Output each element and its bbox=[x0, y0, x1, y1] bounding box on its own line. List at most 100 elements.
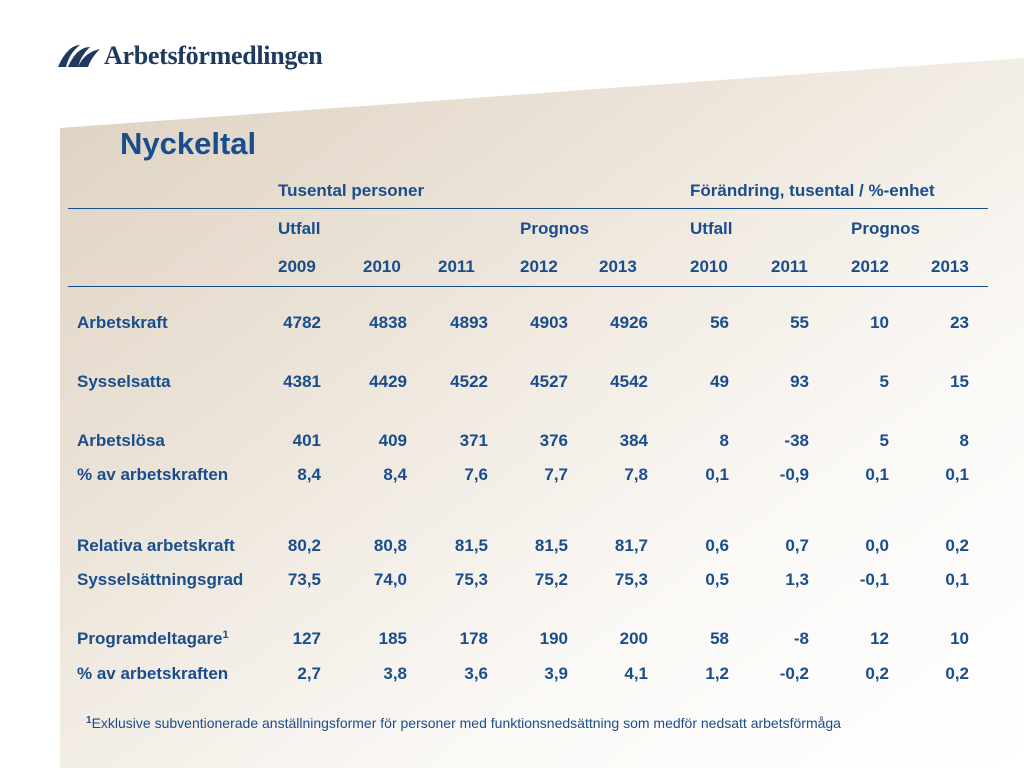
header-year: 2012 bbox=[851, 257, 889, 276]
table-cell: 3,9 bbox=[544, 664, 568, 683]
header-group-forandring: Förändring, tusental / %-enhet bbox=[690, 181, 935, 200]
row-label-text: Sysselsatta bbox=[77, 372, 171, 391]
header-year: 2011 bbox=[438, 257, 475, 276]
table-cell: 5 bbox=[879, 431, 889, 450]
table-cell: 4527 bbox=[530, 372, 568, 391]
table-cell: 127 bbox=[292, 629, 321, 648]
table-cell: 75,3 bbox=[614, 570, 648, 589]
table-cell: 8,4 bbox=[383, 465, 407, 484]
table-cell: 58 bbox=[710, 629, 729, 648]
table-cell: 3,6 bbox=[464, 664, 488, 683]
header-year: 2013 bbox=[931, 257, 969, 276]
row-label-text: % av arbetskraften bbox=[77, 664, 229, 683]
header-year: 2009 bbox=[278, 257, 316, 276]
row-label: Sysselsättningsgrad bbox=[77, 570, 243, 590]
row-label-text: Relativa arbetskraft bbox=[77, 536, 235, 555]
table-cell: 4893 bbox=[450, 313, 488, 332]
row-label: Sysselsatta bbox=[77, 372, 171, 392]
header-utfall-change: Utfall bbox=[690, 219, 733, 238]
table-cell: 200 bbox=[619, 629, 648, 648]
table-cell: 0,1 bbox=[945, 570, 969, 589]
table-cell: 4429 bbox=[369, 372, 407, 391]
header-year: 2013 bbox=[599, 257, 637, 276]
header-year: 2011 bbox=[771, 257, 808, 276]
table-cell: 0,6 bbox=[705, 536, 729, 555]
table-cell: 376 bbox=[539, 431, 568, 450]
header-year: 2010 bbox=[690, 257, 728, 276]
table-cell: 73,5 bbox=[287, 570, 321, 589]
row-label: % av arbetskraften bbox=[77, 465, 228, 485]
logo: Arbetsförmedlingen bbox=[58, 36, 323, 76]
table-cell: 8 bbox=[959, 431, 969, 450]
table-cell: 1,3 bbox=[785, 570, 809, 589]
table-cell: 185 bbox=[378, 629, 407, 648]
table-cell: -0,1 bbox=[859, 570, 889, 589]
table-cell: 74,0 bbox=[373, 570, 407, 589]
header-year: 2010 bbox=[363, 257, 401, 276]
footnote-ref: 1 bbox=[222, 629, 229, 641]
table-cell: 80,2 bbox=[287, 536, 321, 555]
table-cell: 0,1 bbox=[705, 465, 729, 484]
row-label-text: Arbetskraft bbox=[77, 313, 168, 332]
table-cell: 4838 bbox=[369, 313, 407, 332]
table-cell: 0,2 bbox=[865, 664, 889, 683]
table-cell: 23 bbox=[950, 313, 969, 332]
table-cell: 80,8 bbox=[373, 536, 407, 555]
table-cell: 7,6 bbox=[464, 465, 488, 484]
row-label: Relativa arbetskraft bbox=[77, 536, 235, 556]
footnote: 1Exklusive subventionerade anställningsf… bbox=[86, 715, 841, 731]
table-cell: 81,7 bbox=[614, 536, 648, 555]
table-cell: -0,9 bbox=[779, 465, 809, 484]
header-group-tusental: Tusental personer bbox=[278, 181, 425, 200]
table-cell: 384 bbox=[619, 431, 648, 450]
table-cell: 75,2 bbox=[534, 570, 568, 589]
table-cell: 0,5 bbox=[705, 570, 729, 589]
table-cell: 8,4 bbox=[297, 465, 321, 484]
row-label-text: % av arbetskraften bbox=[77, 465, 229, 484]
table-cell: 8 bbox=[719, 431, 729, 450]
table-cell: 4903 bbox=[530, 313, 568, 332]
table-cell: 56 bbox=[710, 313, 729, 332]
table-cell: 7,8 bbox=[624, 465, 648, 484]
row-label-text: Programdeltagare bbox=[77, 629, 223, 648]
table-cell: 4926 bbox=[610, 313, 648, 332]
table-cell: 4522 bbox=[450, 372, 488, 391]
table-rule-top bbox=[68, 208, 988, 209]
table-cell: 75,3 bbox=[454, 570, 488, 589]
table-cell: 0,0 bbox=[865, 536, 889, 555]
table-cell: 4381 bbox=[283, 372, 321, 391]
table-cell: 10 bbox=[870, 313, 889, 332]
row-label: Arbetskraft bbox=[77, 313, 168, 333]
table-cell: 190 bbox=[539, 629, 568, 648]
table-cell: 371 bbox=[459, 431, 488, 450]
table-cell: 4,1 bbox=[624, 664, 648, 683]
header-prognos-change: Prognos bbox=[851, 219, 920, 238]
table-cell: 0,2 bbox=[945, 664, 969, 683]
table-cell: 0,2 bbox=[945, 536, 969, 555]
table-cell: 81,5 bbox=[534, 536, 568, 555]
table-cell: -38 bbox=[784, 431, 809, 450]
table-cell: 4782 bbox=[283, 313, 321, 332]
table-cell: 409 bbox=[378, 431, 407, 450]
footnote-mark: 1 bbox=[86, 715, 92, 726]
table-cell: 1,2 bbox=[705, 664, 729, 683]
row-label: Programdeltagare1 bbox=[77, 629, 229, 649]
table-rule-header bbox=[68, 286, 988, 287]
logo-mark-icon bbox=[58, 45, 100, 67]
row-label-text: Sysselsättningsgrad bbox=[77, 570, 244, 589]
header-utfall: Utfall bbox=[278, 219, 321, 238]
table-cell: 401 bbox=[292, 431, 321, 450]
row-label: Arbetslösa bbox=[77, 431, 165, 451]
table-cell: 178 bbox=[459, 629, 488, 648]
page-title: Nyckeltal bbox=[120, 126, 257, 161]
table-cell: 12 bbox=[870, 629, 889, 648]
header-year: 2012 bbox=[520, 257, 558, 276]
table-cell: 7,7 bbox=[544, 465, 568, 484]
row-label-text: Arbetslösa bbox=[77, 431, 165, 450]
table-cell: 5 bbox=[879, 372, 889, 391]
table-cell: 15 bbox=[950, 372, 969, 391]
table-cell: 49 bbox=[710, 372, 729, 391]
table-cell: 0,7 bbox=[785, 536, 809, 555]
table-cell: 55 bbox=[790, 313, 809, 332]
